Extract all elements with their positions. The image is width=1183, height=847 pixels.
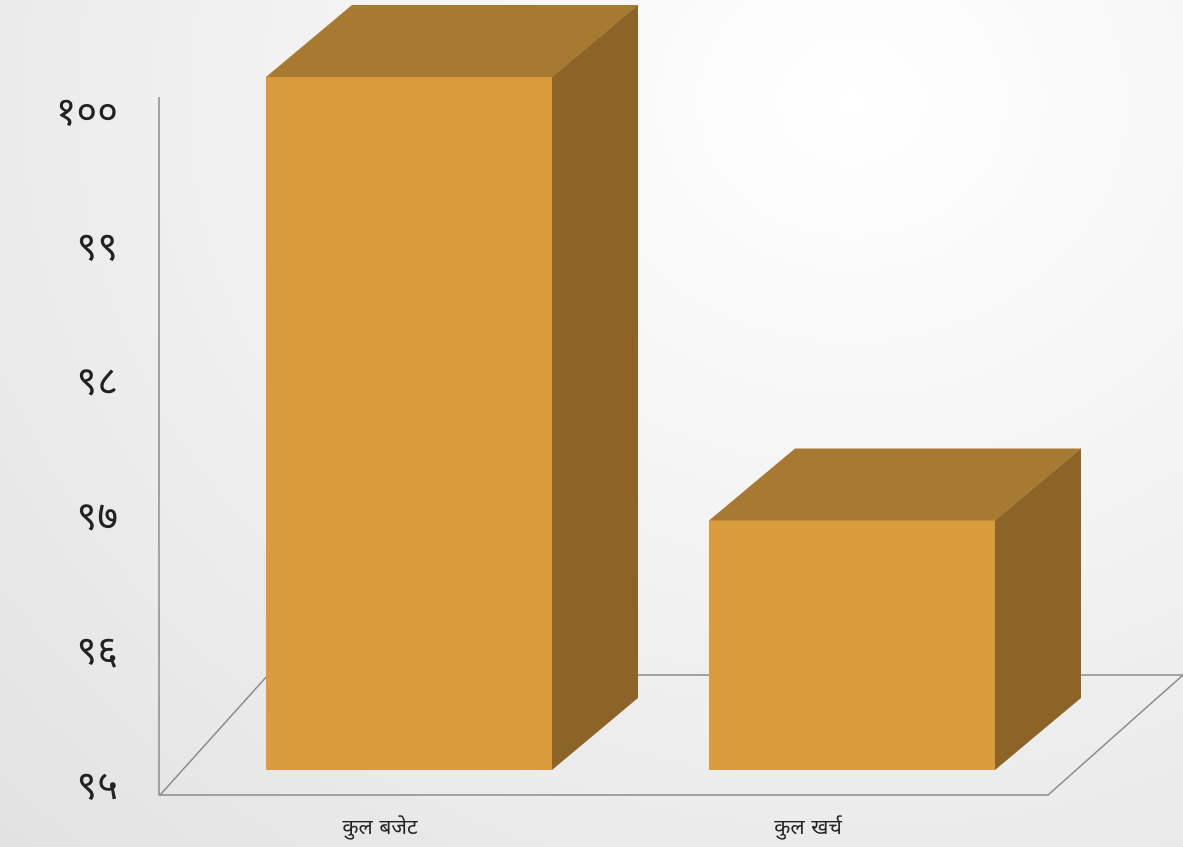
bar-top-face [709,448,1081,521]
bar-side-face [552,5,638,770]
y-axis-ticks: ९५ ९६ ९७ ९८ ९९ १०० [56,89,118,809]
x-category-label: कुल खर्च [774,815,843,840]
y-tick-label: ९८ [76,359,118,405]
y-tick-label: ९६ [76,628,118,674]
bar [266,5,638,770]
x-axis-categories: कुल बजेट कुल खर्च [342,815,842,840]
bar-top-face [266,5,638,77]
bar [709,448,1081,770]
y-tick-label: ९९ [76,224,118,270]
bar-front-face [709,520,995,770]
floor-plane [158,674,1183,796]
bar-series [266,5,1081,770]
x-category-label: कुल बजेट [342,815,418,840]
y-tick-label: १०० [56,89,118,135]
y-tick-label: ९५ [76,763,118,809]
y-tick-label: ९७ [76,493,118,539]
bar-side-face [995,448,1081,770]
chart-floor [158,674,1183,796]
bar-front-face [266,77,552,770]
